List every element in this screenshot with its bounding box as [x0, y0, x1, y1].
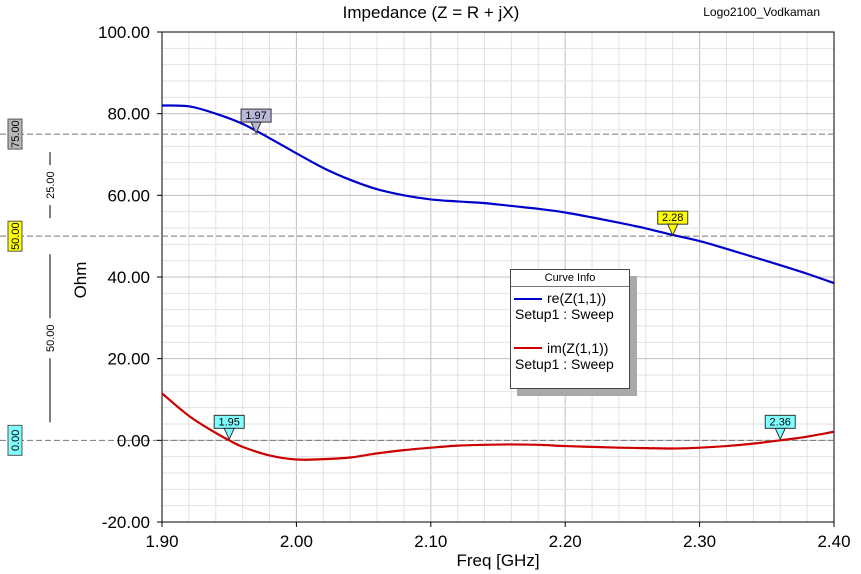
legend-title: Curve Info — [511, 270, 629, 287]
y-tick-label: 20.00 — [107, 350, 150, 369]
x-tick-label: 2.40 — [817, 532, 850, 551]
legend-entry-re-sub: Setup1 : Sweep — [515, 306, 614, 322]
x-axis-label: Freq [GHz] — [456, 551, 539, 570]
y-axis-label: Ohm — [71, 262, 90, 299]
y-tick-label: 40.00 — [107, 268, 150, 287]
tick-labels: 1.90 2.00 2.10 2.20 2.30 2.40 100.00 80.00 60.00… — [98, 23, 851, 551]
legend-entry-im-sub: Setup1 : Sweep — [515, 356, 614, 372]
marker-pointer — [223, 427, 235, 441]
y-tick-label: 60.00 — [107, 186, 150, 205]
y-tick-label: 0.00 — [117, 431, 150, 450]
reference-value-box — [7, 220, 23, 252]
reference-lines — [0, 133, 834, 441]
grid — [162, 32, 834, 522]
legend-entry-re-name: re(Z(1,1)) — [547, 290, 607, 306]
project-label: Logo2100_Vodkaman — [703, 5, 820, 19]
marker-pointer — [250, 121, 262, 135]
series-im-line — [161, 392, 835, 461]
legend-entry-im-name: im(Z(1,1)) — [547, 340, 609, 356]
reference-value-box — [7, 118, 23, 150]
reference-value-label: 75.00 — [10, 120, 22, 148]
legend[interactable]: Curve Info re(Z(1,1)) Setup1 : Sweep im(… — [510, 269, 630, 389]
legend-swatch-im — [514, 347, 542, 349]
marker-label: 1.97 — [245, 110, 266, 122]
delta-scale: 75.00 50.00 0.00 25.00 50.00 — [7, 118, 58, 456]
delta-background — [42, 318, 58, 359]
delta-label: 25.00 — [45, 171, 57, 199]
x-tick-label: 2.30 — [683, 532, 716, 551]
reference-value-label: 50.00 — [10, 222, 22, 250]
marker-label: 2.28 — [662, 212, 683, 224]
x-tick-label: 1.90 — [145, 532, 178, 551]
x-tick-label: 2.20 — [549, 532, 582, 551]
curves — [161, 104, 835, 461]
x-tick-label: 2.00 — [280, 532, 313, 551]
marker-label: 2.36 — [770, 416, 791, 428]
y-tick-label: 100.00 — [98, 23, 150, 42]
marker-pointer — [666, 223, 679, 237]
chart-title: Impedance (Z = R + jX) — [343, 3, 520, 22]
y-tick-label: -20.00 — [102, 513, 150, 532]
x-tick-label: 2.10 — [414, 532, 447, 551]
reference-value-box — [7, 424, 23, 456]
marker-pointer — [774, 427, 787, 441]
series-re-line — [161, 104, 835, 285]
delta-label: 50.00 — [45, 324, 57, 352]
legend-swatch-re — [514, 298, 542, 300]
y-tick-label: 80.00 — [107, 105, 150, 124]
delta-background — [42, 165, 58, 206]
marker-label: 1.95 — [218, 416, 239, 428]
markers: 1.97 2.28 1.95 2.36 — [213, 108, 796, 441]
reference-value-label: 0.00 — [10, 430, 22, 451]
